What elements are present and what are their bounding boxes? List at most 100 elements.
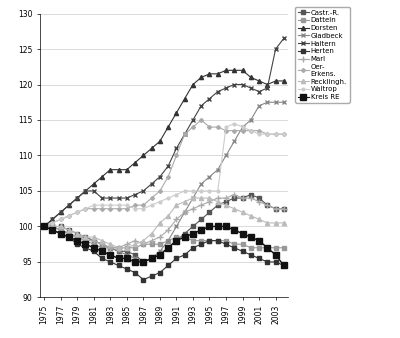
Dorsten (141, 153, 146, 158)
Datteln (224, 239, 228, 243)
Datteln (265, 246, 270, 250)
Herten (240, 249, 245, 254)
Datteln (124, 246, 129, 250)
Marl (232, 193, 237, 197)
Gladbeck (108, 246, 113, 250)
Haltern (257, 90, 262, 94)
Herten (141, 278, 146, 282)
Kreis RE (108, 253, 113, 257)
Waltrop (174, 193, 179, 197)
Recklingh. (248, 214, 253, 218)
Kreis RE (141, 260, 146, 264)
Oer-Erkens. (199, 118, 204, 122)
Marl (182, 210, 187, 214)
Kreis RE (273, 253, 278, 257)
Waltrop (100, 203, 104, 207)
Oer-Erkens. (116, 207, 121, 211)
Haltern (215, 90, 220, 94)
Kreis RE (124, 257, 129, 261)
Herten (133, 271, 138, 275)
Waltrop (158, 200, 162, 204)
Dorsten (182, 97, 187, 101)
Waltrop (141, 207, 146, 211)
Datteln (75, 235, 80, 239)
Herten (207, 239, 212, 243)
Dorsten (124, 168, 129, 172)
Castr.-R. (141, 260, 146, 264)
Gladbeck (257, 104, 262, 108)
Dorsten (257, 79, 262, 83)
Datteln (190, 239, 195, 243)
Marl (116, 246, 121, 250)
Marl (248, 196, 253, 200)
Haltern (50, 217, 55, 221)
Datteln (182, 235, 187, 239)
Kreis RE (91, 246, 96, 250)
Kreis RE (199, 228, 204, 232)
Marl (141, 242, 146, 246)
Haltern (232, 82, 237, 87)
Oer-Erkens. (215, 125, 220, 129)
Haltern (207, 97, 212, 101)
Marl (108, 246, 113, 250)
Kreis RE (207, 224, 212, 228)
Marl (42, 224, 46, 228)
Haltern (116, 196, 121, 200)
Kreis RE (158, 253, 162, 257)
Marl (282, 207, 286, 211)
Recklingh. (224, 203, 228, 207)
Oer-Erkens. (133, 203, 138, 207)
Recklingh. (273, 221, 278, 225)
Kreis RE (257, 239, 262, 243)
Haltern (282, 37, 286, 41)
Oer-Erkens. (166, 175, 170, 179)
Castr.-R. (133, 253, 138, 257)
Kreis RE (58, 232, 63, 236)
Haltern (124, 196, 129, 200)
Haltern (199, 104, 204, 108)
Kreis RE (66, 235, 71, 239)
Recklingh. (257, 217, 262, 221)
Castr.-R. (100, 242, 104, 246)
Datteln (91, 242, 96, 246)
Dorsten (133, 161, 138, 165)
Waltrop (133, 207, 138, 211)
Herten (224, 242, 228, 246)
Herten (248, 253, 253, 257)
Marl (58, 228, 63, 232)
Castr.-R. (282, 207, 286, 211)
Recklingh. (91, 235, 96, 239)
Gladbeck (232, 139, 237, 143)
Haltern (141, 189, 146, 193)
Kreis RE (83, 242, 88, 246)
Haltern (100, 196, 104, 200)
Marl (158, 235, 162, 239)
Recklingh. (108, 242, 113, 246)
Waltrop (207, 189, 212, 193)
Legend: Castr.-R., Datteln, Dorsten, Gladbeck, Haltern, Herten, Marl, Oer-
Erkens., Reck: Castr.-R., Datteln, Dorsten, Gladbeck, H… (296, 7, 350, 103)
Line: Recklingh.: Recklingh. (42, 196, 286, 250)
Gladbeck (75, 235, 80, 239)
Castr.-R. (91, 239, 96, 243)
Recklingh. (240, 210, 245, 214)
Castr.-R. (207, 210, 212, 214)
Waltrop (83, 207, 88, 211)
Waltrop (66, 214, 71, 218)
Herten (108, 260, 113, 264)
Herten (116, 264, 121, 268)
Dorsten (265, 82, 270, 87)
Castr.-R. (158, 253, 162, 257)
Haltern (75, 196, 80, 200)
Gladbeck (116, 249, 121, 254)
Herten (190, 246, 195, 250)
Haltern (66, 203, 71, 207)
Kreis RE (174, 239, 179, 243)
Recklingh. (207, 196, 212, 200)
Castr.-R. (124, 249, 129, 254)
Marl (50, 224, 55, 228)
Haltern (83, 189, 88, 193)
Gladbeck (273, 100, 278, 104)
Oer-Erkens. (42, 224, 46, 228)
Oer-Erkens. (66, 214, 71, 218)
Kreis RE (50, 228, 55, 232)
